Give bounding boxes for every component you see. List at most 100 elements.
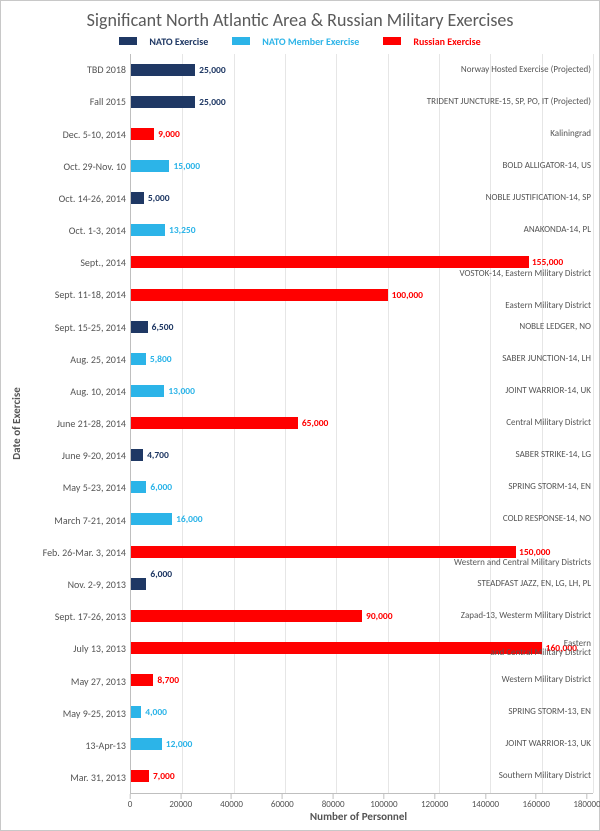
value-label: 7,000 [153, 770, 175, 782]
bar-row: 13,000JOINT WARRIOR-14, UK [131, 375, 593, 407]
exercise-name-label: TRIDENT JUNCTURE-15, SP, PO, IT (Project… [427, 97, 591, 107]
value-label: 4,700 [147, 449, 169, 461]
bar [131, 610, 362, 622]
bar [131, 353, 146, 365]
exercise-name-label: SPRING STORM-14, EN [508, 482, 591, 492]
y-category-label: Nov. 2-9, 2013 [25, 568, 130, 600]
bar-row: 5,800 SABER JUNCTION-14, LH [131, 343, 593, 375]
bar-row: 155,000VOSTOK-14, Eastern Military Distr… [131, 246, 593, 278]
bar [131, 224, 165, 236]
x-tick: 180000 [573, 794, 600, 810]
x-tick: 120000 [421, 794, 448, 810]
bar-row: 15,000BOLD ALLIGATOR-14, US [131, 150, 593, 182]
bar [131, 256, 529, 268]
legend-label: Russian Exercise [413, 35, 480, 48]
chart-title: Significant North Atlantic Area & Russia… [7, 9, 593, 31]
value-label: 25,000 [199, 96, 226, 108]
bar-row: 4,000SPRING STORM-13, EN [131, 696, 593, 728]
value-label: 13,250 [169, 224, 196, 236]
bar [131, 64, 195, 76]
bar-row: 25,000 Norway Hosted Exercise (Projected) [131, 54, 593, 86]
gridline [593, 54, 594, 793]
y-category-label: Sept., 2014 [25, 247, 130, 279]
exercise-name-label: SABER JUNCTION-14, LH [502, 354, 591, 364]
value-label: 65,000 [302, 417, 329, 429]
exercise-name-label: NOBLE JUSTIFICATION-14, SP [486, 193, 591, 203]
value-label: 5,000 [148, 192, 170, 204]
bar-row: 13,250 ANAKONDA-14, PL [131, 214, 593, 246]
bar [131, 96, 195, 108]
bar-row: 160,000Easternand Central Military Distr… [131, 632, 593, 664]
bar [131, 289, 388, 301]
y-category-label: Oct. 29-Nov. 10 [25, 150, 130, 182]
y-category-label: Fall 2015 [25, 86, 130, 118]
bar [131, 738, 162, 750]
value-label: 155,000 [532, 256, 582, 268]
bar [131, 385, 164, 397]
exercise-name-label: Norway Hosted Exercise (Projected) [461, 65, 591, 75]
y-category-label: Sept. 11-18, 2014 [25, 279, 130, 311]
legend-item: NATO Exercise [113, 34, 214, 48]
value-label: 6,500 [152, 321, 174, 333]
bar-row: 6,000STEADFAST JAZZ, EN, LG, LH, PL [131, 568, 593, 600]
y-category-label: March 7-21, 2014 [25, 504, 130, 536]
bar-row: 12,000 JOINT WARRIOR-13, UK [131, 728, 593, 760]
bar [131, 706, 141, 718]
legend-swatch [232, 37, 250, 45]
bar [131, 449, 143, 461]
legend-item: NATO Member Exercise [226, 34, 365, 48]
legend-label: NATO Member Exercise [262, 35, 359, 48]
bar-row: 100,000Eastern Military District [131, 279, 593, 311]
plot-area: 25,000 Norway Hosted Exercise (Projected)… [130, 54, 593, 794]
exercise-name-label: Zapad-13, Westerm Military District [461, 611, 591, 621]
bar-row: 5,000 NOBLE JUSTIFICATION-14, SP [131, 182, 593, 214]
bar [131, 160, 169, 172]
bar-row: 65,000 Central Military District [131, 407, 593, 439]
x-tick: 160000 [523, 794, 550, 810]
bar-row: 150,000Western and Central Military Dist… [131, 536, 593, 568]
legend-item: Russian Exercise [377, 34, 486, 48]
exercise-name-label: SPRING STORM-13, EN [508, 707, 591, 717]
plot-outer: Date of Exercise TBD 2018Fall 2015Dec. 5… [7, 54, 593, 794]
value-label: 5,800 [150, 353, 172, 365]
bar [131, 513, 172, 525]
exercise-name-label: COLD RESPONSE-14, NO [503, 515, 591, 525]
y-category-label: Oct. 14-26, 2014 [25, 182, 130, 214]
y-category-label: Dec. 5-10, 2014 [25, 118, 130, 150]
y-category-label: 13-Apr-13 [25, 729, 130, 761]
x-tick: 20000 [169, 794, 192, 810]
exercise-name-label: Western Military District [502, 675, 591, 685]
exercise-name-label: Central Military District [506, 418, 591, 428]
y-category-label: June 21-28, 2014 [25, 408, 130, 440]
exercise-name-label: ANAKONDA-14, PL [524, 225, 591, 235]
exercise-name-label: JOINT WARRIOR-14, UK [505, 386, 591, 396]
bar [131, 770, 149, 782]
bar [131, 578, 146, 590]
y-category-label: TBD 2018 [25, 54, 130, 86]
bar [131, 546, 516, 558]
value-label: 25,000 [199, 64, 226, 76]
exercise-name-label: VOSTOK-14, Eastern Military District [459, 269, 591, 279]
y-axis-categories: TBD 2018Fall 2015Dec. 5-10, 2014Oct. 29-… [25, 54, 130, 794]
bar-row: 16,000COLD RESPONSE-14, NO [131, 503, 593, 535]
exercise-name-label: Easternand Central Military District [490, 639, 591, 657]
y-category-label: June 9-20, 2014 [25, 440, 130, 472]
bar-row: 6,000 SPRING STORM-14, EN [131, 471, 593, 503]
bar [131, 128, 154, 140]
legend: NATO Exercise NATO Member Exercise Russian… [7, 33, 593, 48]
value-label: 6,000 [150, 481, 172, 493]
y-category-label: Sept. 15-25, 2014 [25, 311, 130, 343]
bar-row: 7,000Southern Military District [131, 760, 593, 792]
bar-row: 6,500NOBLE LEDGER, NO [131, 311, 593, 343]
y-axis-label-wrap: Date of Exercise [7, 54, 25, 794]
exercise-name-label: JOINT WARRIOR-13, UK [505, 739, 591, 749]
x-tick: 80000 [322, 794, 345, 810]
value-label: 12,000 [166, 738, 193, 750]
value-label: 90,000 [366, 610, 393, 622]
bar-row: 9,000Kaliningrad [131, 118, 593, 150]
y-category-label: July 13, 2013 [25, 633, 130, 665]
legend-label: NATO Exercise [149, 35, 208, 48]
y-category-label: Mar. 31, 2013 [25, 761, 130, 793]
y-category-label: Aug. 25, 2014 [25, 343, 130, 375]
bar-row: 4,700SABER STRIKE-14, LG [131, 439, 593, 471]
